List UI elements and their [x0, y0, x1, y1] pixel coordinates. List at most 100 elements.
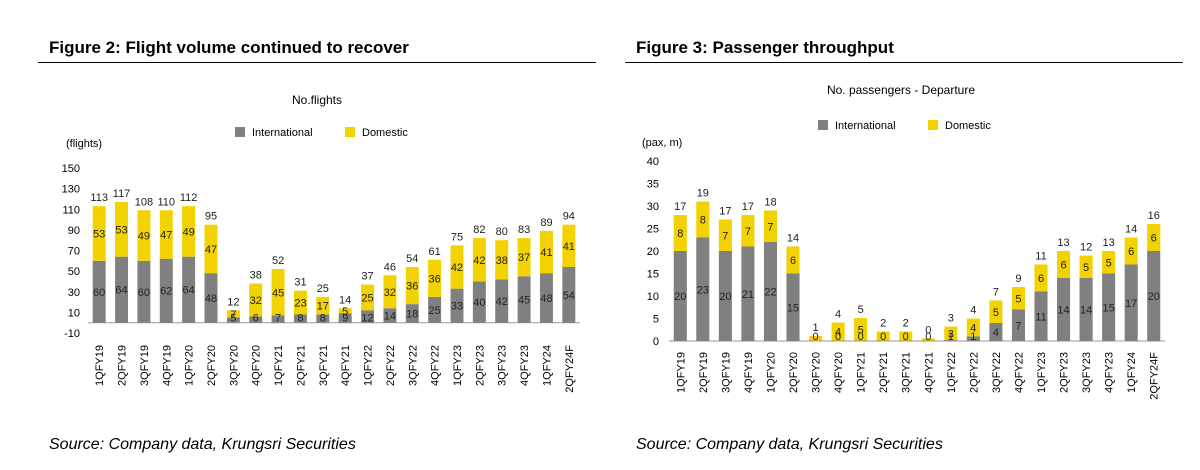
label-domestic: 17	[317, 301, 329, 313]
label-domestic: 5	[1106, 257, 1112, 269]
x-tick-label: 1QFY20	[184, 345, 196, 386]
label-total: 89	[540, 217, 552, 229]
bar-domestic	[899, 331, 913, 341]
label-international: 4	[993, 327, 999, 339]
label-total: 12	[227, 296, 239, 308]
y-axis-label: (pax, m)	[642, 137, 682, 149]
bar-international	[1011, 309, 1025, 341]
label-international: 60	[138, 287, 150, 299]
x-tick-label: 4QFY23	[1104, 352, 1116, 393]
label-domestic: 53	[115, 224, 127, 236]
bar-domestic	[562, 224, 576, 267]
label-domestic: 5	[858, 324, 864, 336]
label-international: 1	[948, 331, 954, 343]
label-total: 1	[812, 322, 818, 334]
label-international: 18	[406, 308, 418, 320]
label-total: 95	[205, 211, 217, 223]
label-domestic: 25	[361, 292, 373, 304]
x-tick-label: 2QFY23	[1059, 352, 1071, 393]
label-international: 45	[518, 294, 530, 306]
x-tick-label: 1QFY24	[1126, 352, 1138, 393]
label-domestic: 38	[496, 255, 508, 267]
bar-international	[271, 315, 285, 323]
label-international: 1	[970, 331, 976, 343]
bar-international	[989, 323, 1003, 341]
bar-domestic	[786, 246, 800, 274]
legend-swatch-domestic	[345, 127, 355, 137]
y-tick-label: 30	[647, 201, 659, 213]
label-international: 8	[320, 313, 326, 325]
x-tick-label: 2QFY22	[968, 352, 980, 393]
bar-domestic	[204, 224, 218, 274]
label-domestic: 49	[183, 226, 195, 238]
figure2-rule	[38, 62, 596, 63]
bar-international	[405, 304, 419, 323]
y-tick-label: 0	[653, 336, 659, 348]
y-tick-label: 25	[647, 224, 659, 236]
chart-title: No.flights	[292, 93, 342, 107]
bar-international	[1057, 278, 1071, 341]
x-tick-label: 1QFY20	[765, 352, 777, 393]
bar-international	[450, 288, 464, 323]
x-tick-label: 3QFY19	[139, 345, 151, 386]
bar-international	[944, 340, 958, 341]
label-total: 108	[135, 196, 153, 208]
x-tick-label: 2QFY21	[295, 345, 307, 386]
x-tick-label: 4QFY23	[519, 345, 531, 386]
bar-international	[696, 237, 710, 341]
bar-domestic	[271, 269, 285, 316]
bar-international	[718, 251, 732, 341]
x-tick-label: 2QFY20	[788, 352, 800, 393]
bar-domestic	[226, 310, 240, 318]
bar-domestic	[383, 275, 397, 309]
x-tick-label: 4QFY22	[1013, 352, 1025, 393]
label-total: 52	[272, 255, 284, 267]
label-domestic: 3	[948, 328, 954, 340]
x-tick-label: 1QFY19	[675, 352, 687, 393]
label-total: 14	[1125, 224, 1137, 236]
x-tick-label: 3QFY23	[497, 345, 509, 386]
label-domestic: 37	[518, 252, 530, 264]
label-domestic: 6	[1038, 273, 1044, 285]
bar-domestic	[1034, 264, 1048, 292]
y-axis-label: (flights)	[66, 138, 102, 150]
bar-domestic	[831, 322, 845, 341]
label-total: 94	[563, 211, 575, 223]
y-tick-label: 130	[62, 184, 80, 196]
bar-domestic	[1011, 287, 1025, 310]
bar-international	[92, 260, 106, 323]
y-tick-label: 15	[647, 269, 659, 281]
x-tick-label: 1QFY24	[541, 345, 553, 386]
bar-international	[763, 242, 777, 341]
x-tick-label: 3QFY23	[1081, 352, 1093, 393]
x-tick-label: 4QFY20	[251, 345, 263, 386]
label-domestic: 7	[767, 221, 773, 233]
label-domestic: 4	[970, 323, 976, 335]
label-total: 110	[157, 196, 175, 208]
figure2-source: Source: Company data, Krungsri Securitie…	[49, 436, 356, 453]
x-tick-label: 1QFY23	[452, 345, 464, 386]
label-international: 42	[496, 296, 508, 308]
bar-domestic	[450, 245, 464, 289]
bar-domestic	[741, 215, 755, 247]
legend-international: International	[252, 127, 313, 139]
bar-domestic	[1057, 251, 1071, 278]
label-international: 33	[451, 301, 463, 313]
bar-domestic	[696, 201, 710, 238]
label-international: 25	[429, 305, 441, 317]
label-total: 31	[294, 277, 306, 289]
label-international: 23	[697, 284, 709, 296]
label-domestic: 36	[429, 273, 441, 285]
label-total: 61	[429, 246, 441, 258]
label-domestic: 41	[540, 247, 552, 259]
label-international: 0	[835, 331, 841, 343]
label-total: 13	[1057, 237, 1069, 249]
bar-domestic	[763, 210, 777, 242]
bar-domestic	[182, 206, 196, 257]
label-domestic: 7	[230, 309, 236, 321]
label-international: 62	[160, 286, 172, 298]
label-international: 54	[563, 290, 575, 302]
label-domestic: 6	[1060, 260, 1066, 272]
label-total: 37	[361, 271, 373, 283]
label-domestic: 6	[790, 255, 796, 267]
